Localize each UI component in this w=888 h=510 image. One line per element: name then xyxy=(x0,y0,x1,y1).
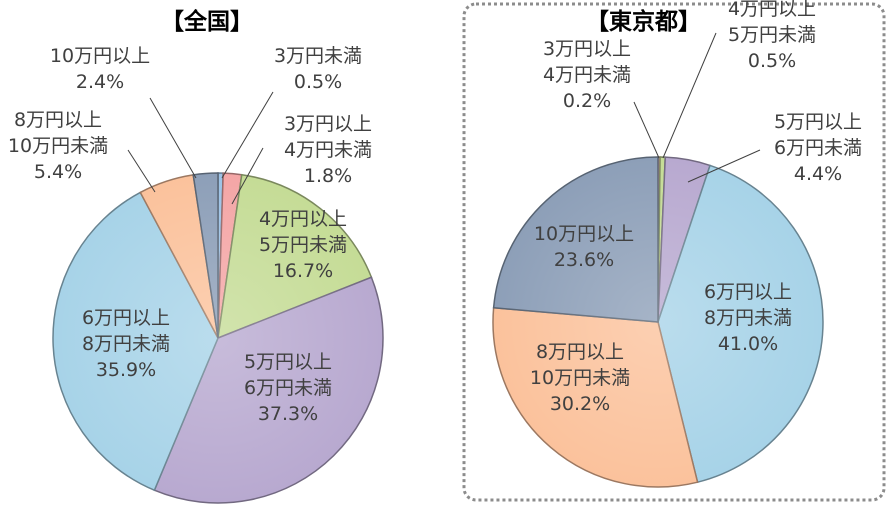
leader-line xyxy=(633,101,660,159)
leader-line xyxy=(221,91,274,179)
slice-label: 3万円以上 4万円未満 1.8% xyxy=(284,113,372,187)
pie-highlight xyxy=(493,157,823,487)
leader-line xyxy=(687,149,761,183)
leader-line xyxy=(149,97,197,179)
slice-label: 8万円以上 10万円未満 30.2% xyxy=(530,341,630,415)
tokyo-panel-border xyxy=(462,2,886,502)
leader-line xyxy=(662,32,717,159)
slice-label: 10万円以上 2.4% xyxy=(50,45,150,93)
pie-highlight xyxy=(53,173,383,503)
slice-label: 4万円以上 5万円未満 0.5% xyxy=(728,0,816,72)
chart-title-tokyo: 【東京都】 xyxy=(586,9,701,35)
slice-label: 10万円以上 23.6% xyxy=(534,223,634,271)
slice-label: 5万円以上 6万円未満 37.3% xyxy=(244,351,332,425)
pie-chart-tokyo: 3万円以上 4万円未満 0.2% 4万円以上 5万円未満 0.5% 5万円以上 6万円未満 4.… xyxy=(492,0,862,488)
slice-label: 3万円未満 0.5% xyxy=(274,45,362,93)
leader-line xyxy=(231,147,264,205)
chart-title-national: 【全国】 xyxy=(161,9,253,35)
pie-chart-national: 3万円未満 0.5% 3万円以上 4万円未満 1.8% 4万円以上 5万円未満 16.7% 5万… xyxy=(8,45,384,504)
slice-label: 4万円以上 5万円未満 16.7% xyxy=(259,208,347,282)
slice-label: 6万円以上 8万円未満 35.9% xyxy=(82,307,170,381)
slice-label: 8万円以上 10万円未満 5.4% xyxy=(8,109,108,183)
slice-label: 5万円以上 6万円未満 4.4% xyxy=(774,111,862,185)
slice-label: 6万円以上 8万円未満 41.0% xyxy=(704,281,792,355)
slice-label: 3万円以上 4万円未満 0.2% xyxy=(543,38,631,112)
leader-line xyxy=(127,149,156,193)
